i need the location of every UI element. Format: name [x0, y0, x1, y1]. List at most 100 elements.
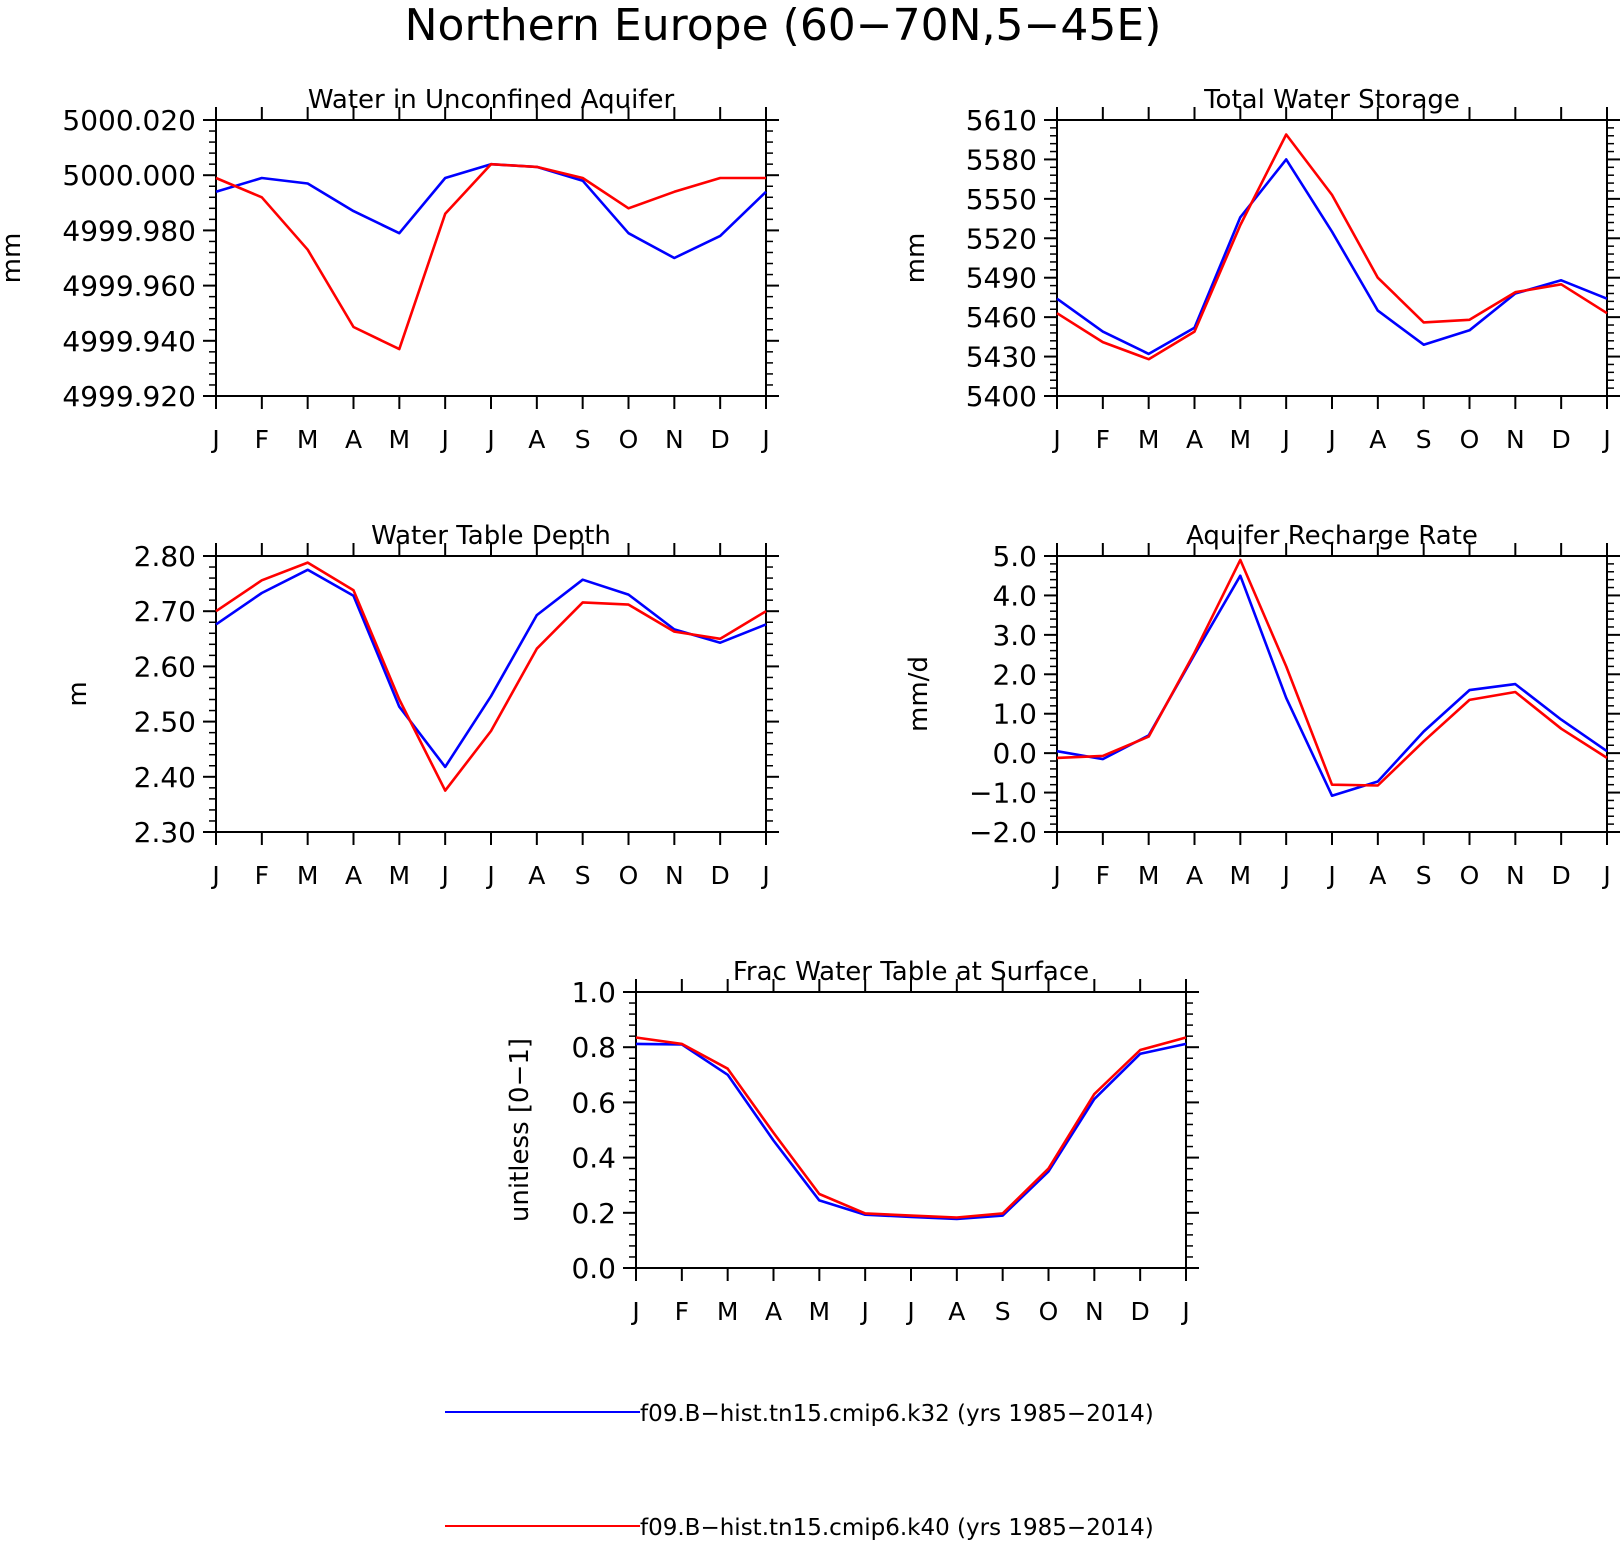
series-line-k40	[215, 162, 766, 351]
x-tick-label: D	[1131, 1297, 1150, 1326]
series-line-k32	[215, 162, 767, 260]
y-tick-label: 2.40	[134, 761, 196, 794]
series-line-k32	[1056, 574, 1608, 798]
y-axis-label: mm/d	[904, 656, 934, 732]
x-tick-label: S	[1416, 425, 1432, 454]
y-tick-label: −1.0	[969, 777, 1037, 810]
x-tick-label: J	[859, 1297, 868, 1326]
x-tick-label: A	[765, 1297, 782, 1326]
x-tick-label: J	[1280, 861, 1289, 890]
y-tick-label: 2.60	[134, 650, 196, 683]
x-tick-label: D	[711, 861, 730, 890]
x-tick-label: J	[1601, 861, 1610, 890]
x-tick-label: F	[1096, 861, 1110, 890]
x-tick-label: A	[948, 1297, 965, 1326]
x-tick-label: M	[1138, 425, 1160, 454]
plot-frame	[1056, 555, 1608, 833]
legend: f09.B−hist.tn15.cmip6.k32 (yrs 1985−2014…	[445, 1401, 1154, 1541]
legend-label-k40: f09.B−hist.tn15.cmip6.k40 (yrs 1985−2014…	[640, 1515, 1154, 1541]
x-tick-label: M	[1230, 861, 1252, 890]
series-line-k40	[1056, 558, 1608, 787]
x-tick-label: D	[711, 425, 730, 454]
y-tick-label: 4999.920	[62, 380, 196, 413]
plot-frame	[215, 119, 767, 397]
y-tick-label: 0.6	[571, 1086, 616, 1119]
x-tick-label: M	[389, 425, 411, 454]
series-line-k40	[215, 561, 767, 792]
x-tick-label: J	[1180, 1297, 1189, 1326]
plot-frame	[635, 991, 1187, 1269]
y-tick-label: 1.0	[571, 976, 616, 1009]
x-tick-label: J	[485, 861, 494, 890]
y-tick-label: 0.0	[571, 1252, 616, 1285]
x-tick-label: J	[210, 425, 219, 454]
x-tick-label: N	[665, 425, 684, 454]
x-tick-label: S	[995, 1297, 1011, 1326]
x-tick-label: J	[905, 1297, 914, 1326]
x-tick-label: N	[665, 861, 684, 890]
series-line-k32	[1056, 158, 1608, 356]
y-tick-label: 5000.020	[62, 104, 196, 137]
x-tick-label: N	[1085, 1297, 1104, 1326]
y-tick-label: −2.0	[969, 816, 1037, 849]
y-tick-label: 0.2	[571, 1197, 616, 1230]
y-tick-label: 5.0	[992, 540, 1037, 573]
x-tick-label: S	[575, 861, 591, 890]
x-tick-label: J	[1601, 425, 1610, 454]
y-tick-label: 5460	[966, 301, 1037, 334]
x-tick-label: O	[1039, 1297, 1059, 1326]
x-tick-label: M	[717, 1297, 739, 1326]
x-tick-label: A	[528, 425, 545, 454]
series-line-k40	[635, 1036, 1187, 1219]
x-tick-label: J	[439, 861, 448, 890]
series-line-k32	[215, 568, 767, 769]
y-tick-label: 5400	[966, 380, 1037, 413]
y-tick-label: 4.0	[992, 579, 1037, 612]
x-tick-label: N	[1506, 425, 1525, 454]
x-tick-label: A	[528, 861, 545, 890]
x-tick-label: J	[1326, 425, 1335, 454]
x-tick-label: M	[1138, 861, 1160, 890]
x-tick-label: S	[1416, 861, 1432, 890]
y-axis-label: m	[63, 681, 93, 706]
y-axis-label: mm	[0, 233, 27, 284]
series-line-k40	[1056, 133, 1608, 361]
x-tick-label: O	[1460, 861, 1480, 890]
figure-title: Northern Europe (60−70N,5−45E)	[405, 0, 1162, 51]
y-tick-label: 0.4	[571, 1142, 616, 1175]
y-tick-label: 0.0	[992, 737, 1037, 770]
y-tick-label: 4999.980	[62, 214, 196, 247]
x-tick-label: S	[575, 425, 591, 454]
y-tick-label: 5580	[966, 143, 1037, 176]
y-tick-label: 3.0	[992, 619, 1037, 652]
x-tick-label: D	[1552, 425, 1571, 454]
y-axis-label: mm	[901, 233, 931, 284]
x-tick-label: J	[1051, 861, 1060, 890]
x-tick-label: M	[809, 1297, 831, 1326]
x-tick-label: J	[1326, 861, 1335, 890]
x-tick-label: J	[1051, 425, 1060, 454]
x-tick-label: D	[1552, 861, 1571, 890]
x-tick-label: O	[619, 861, 639, 890]
x-tick-label: N	[1506, 861, 1525, 890]
x-tick-label: O	[619, 425, 639, 454]
y-tick-label: 5550	[966, 183, 1037, 216]
x-tick-label: J	[760, 425, 769, 454]
x-tick-label: J	[630, 1297, 639, 1326]
x-tick-label: A	[345, 861, 362, 890]
x-tick-label: M	[297, 425, 319, 454]
y-tick-label: 4999.960	[62, 270, 196, 303]
x-tick-label: J	[210, 861, 219, 890]
y-tick-label: 5000.000	[62, 159, 196, 192]
x-tick-label: F	[255, 425, 269, 454]
x-tick-label: J	[1280, 425, 1289, 454]
x-tick-label: J	[760, 861, 769, 890]
y-tick-label: 2.80	[134, 540, 196, 573]
x-tick-label: A	[345, 425, 362, 454]
y-axis-label: unitless [0−1]	[505, 1038, 535, 1222]
